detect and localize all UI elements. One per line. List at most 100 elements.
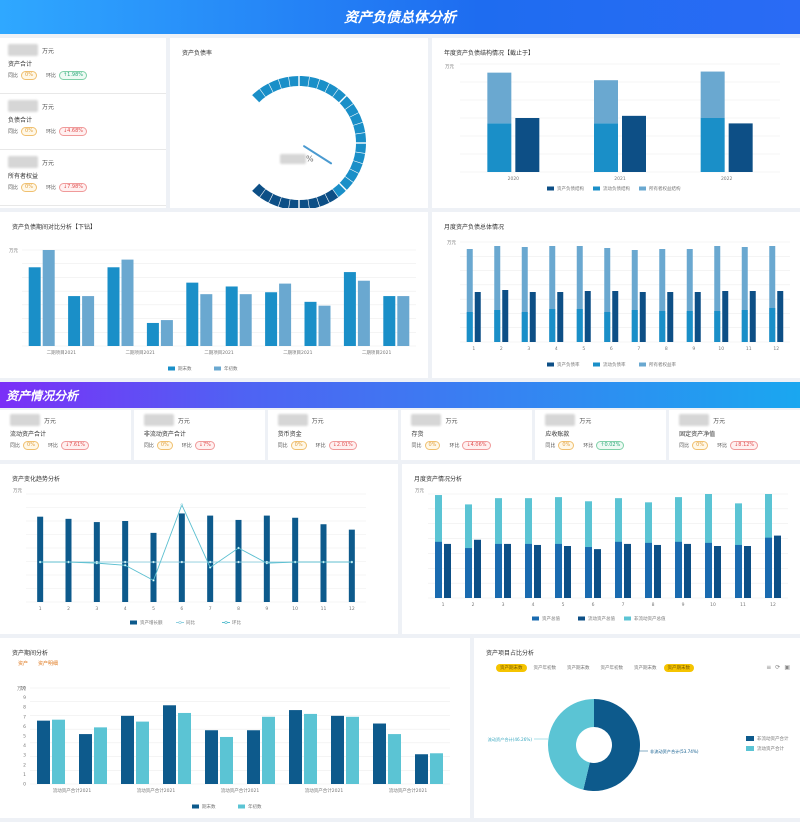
panel-title: 资产变化趋势分析 [12, 476, 61, 483]
download-icon[interactable]: ▣ [784, 664, 790, 671]
kpi-yoy-tag: 0% [156, 441, 173, 450]
bar [728, 123, 753, 172]
bar [576, 246, 583, 342]
bar [265, 292, 278, 346]
gauge-tick [338, 182, 347, 191]
legend-swatch [593, 362, 600, 367]
kpi-yoy-label: 同比 [8, 185, 19, 191]
bar [28, 267, 41, 346]
bar [247, 730, 260, 784]
bar [594, 80, 618, 124]
y-tick-label: 8 [23, 705, 26, 711]
filter-chip[interactable]: 资产期末数 [663, 664, 694, 672]
bar [659, 311, 666, 342]
filter-chip[interactable]: 资产期末数 [567, 666, 590, 671]
kpi-yoy-label: 同比 [411, 443, 422, 449]
bar [487, 72, 512, 124]
bar [557, 292, 564, 342]
bar [576, 309, 583, 342]
bar [107, 267, 120, 346]
legend-swatch [168, 366, 175, 371]
bar [200, 294, 213, 346]
x-tick-label: 1 [442, 602, 445, 608]
panel-title: 月度资产情况分析 [414, 476, 463, 483]
legend-swatch [547, 186, 554, 191]
kpi-unit: 万元 [311, 417, 324, 425]
kpi-value-hidden [679, 414, 710, 426]
bar [645, 542, 652, 598]
kpi-mom-label: 环比 [45, 73, 56, 79]
gauge-tick [251, 182, 260, 191]
legend-label: 年初数 [224, 365, 238, 372]
filter-chip[interactable]: 资产期末数 [496, 664, 527, 672]
bar [373, 723, 386, 784]
tab-asset[interactable]: 资产 [18, 661, 29, 667]
refresh-icon[interactable]: ⟳ [775, 664, 781, 671]
gauge-tick [355, 132, 366, 135]
filter-chip[interactable]: 资产期末数 [634, 666, 657, 671]
x-tick-label: 3 [527, 346, 530, 352]
bar [388, 734, 401, 784]
bar [735, 544, 742, 598]
gauge-tick [344, 176, 354, 183]
year-structure-chart: 万元 2020 2021 2022 资产负债结构 流动负债结构 所有者权益结构 [445, 63, 780, 192]
legend-label: 流动负债结构 [603, 185, 630, 192]
line-point [293, 560, 297, 564]
bar [777, 291, 784, 342]
bar [534, 544, 541, 598]
panel-title: 资产期间分析 [12, 650, 49, 657]
bar [675, 541, 682, 598]
bar [604, 312, 611, 342]
bar [741, 247, 748, 342]
line-point [350, 560, 354, 564]
kpi-yoy-tag: 0% [21, 71, 37, 80]
legend-label: 流动资产总值 [588, 615, 615, 622]
kpi-value-hidden [8, 156, 38, 168]
panel-title[interactable]: 资产负债期间对比分析【下钻】 [12, 224, 97, 231]
bar [348, 529, 355, 602]
menu-icon[interactable]: ≡ [766, 664, 772, 671]
kpi-mom-label: 环比 [583, 443, 594, 449]
bar [146, 322, 159, 346]
legend-swatch [238, 804, 245, 809]
bar [521, 247, 528, 342]
y-axis-label: 万元 [17, 686, 26, 692]
gauge-tick [251, 95, 260, 104]
kpi-mom-tag: ↓2.01% [328, 441, 357, 450]
bar [444, 543, 451, 598]
line-point [180, 560, 184, 564]
bar [494, 310, 501, 342]
gauge-tick [288, 199, 291, 210]
kpi-yoy-tag: 0% [558, 441, 575, 450]
kpi-value-hidden [545, 414, 576, 426]
kpi-yoy-tag: 0% [21, 183, 37, 192]
x-tick-label: 二期项目2021 [204, 350, 234, 356]
filter-chip[interactable]: 资产年初数 [600, 666, 624, 671]
x-tick-label: 1 [39, 606, 42, 612]
kpi-yoy-tag: 0% [290, 441, 307, 450]
bar [722, 291, 729, 342]
kpi-name: 应收账款 [545, 431, 570, 438]
bar [694, 292, 701, 342]
kpi-mom-tag: ↓7% [194, 441, 215, 450]
x-tick-label: 二期项目2021 [47, 350, 77, 356]
legend-swatch [192, 804, 199, 809]
gauge-tick [332, 88, 339, 98]
bar [714, 311, 721, 342]
section-title: 资产情况分析 [6, 388, 79, 403]
gauge-tick [278, 197, 282, 207]
bar [622, 115, 646, 172]
tab-asset-detail[interactable]: 资产明细 [38, 661, 59, 667]
y-axis-label: 万元 [447, 240, 456, 246]
bar [612, 291, 619, 342]
bar [564, 546, 571, 598]
pie-label: 流动资产合计(46.26%) [488, 736, 533, 743]
line-point [265, 561, 269, 565]
x-tick-label: 2 [472, 602, 475, 608]
x-tick-label: 11 [321, 606, 327, 612]
gauge-tick [316, 79, 320, 89]
filter-chip[interactable]: 资产年初数 [533, 666, 557, 671]
bar [624, 543, 631, 598]
x-tick-label: 10 [718, 346, 724, 352]
bar [686, 249, 693, 342]
